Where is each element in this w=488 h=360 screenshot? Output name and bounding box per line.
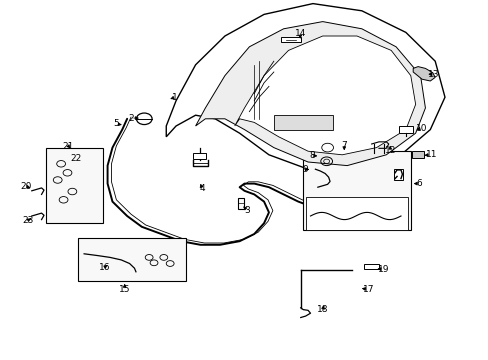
Text: 13: 13 — [427, 69, 438, 78]
Text: 16: 16 — [99, 263, 110, 271]
Bar — [46, 148, 102, 223]
Polygon shape — [166, 4, 444, 169]
Text: 23: 23 — [22, 216, 34, 225]
Bar — [305, 197, 407, 230]
Bar — [281, 37, 300, 42]
Text: 17: 17 — [362, 285, 374, 294]
Polygon shape — [412, 67, 434, 81]
Text: 15: 15 — [119, 285, 130, 294]
Bar — [193, 153, 205, 159]
Bar — [363, 264, 379, 269]
Text: 12: 12 — [384, 146, 395, 155]
Text: 9: 9 — [302, 165, 307, 174]
Text: 10: 10 — [415, 123, 427, 132]
Text: 2: 2 — [128, 113, 134, 122]
Text: 6: 6 — [416, 179, 422, 188]
Text: 5: 5 — [113, 120, 119, 129]
Bar — [273, 115, 332, 130]
Bar — [303, 151, 410, 230]
Text: 14: 14 — [294, 29, 305, 38]
Bar — [78, 238, 185, 281]
Polygon shape — [195, 22, 425, 166]
Text: 3: 3 — [244, 206, 250, 215]
Text: 1: 1 — [172, 93, 178, 102]
Text: 20: 20 — [20, 182, 32, 191]
Text: 22: 22 — [70, 154, 81, 163]
Text: 4: 4 — [199, 184, 204, 193]
Text: 21: 21 — [62, 141, 74, 150]
Polygon shape — [234, 36, 415, 155]
Text: 8: 8 — [308, 151, 314, 160]
Text: 19: 19 — [377, 265, 388, 274]
Bar — [398, 126, 412, 133]
Text: 7: 7 — [341, 141, 346, 150]
Bar — [411, 151, 424, 158]
Bar — [237, 198, 243, 209]
Text: 18: 18 — [316, 305, 328, 314]
Bar — [393, 169, 402, 180]
Text: 11: 11 — [425, 150, 436, 159]
